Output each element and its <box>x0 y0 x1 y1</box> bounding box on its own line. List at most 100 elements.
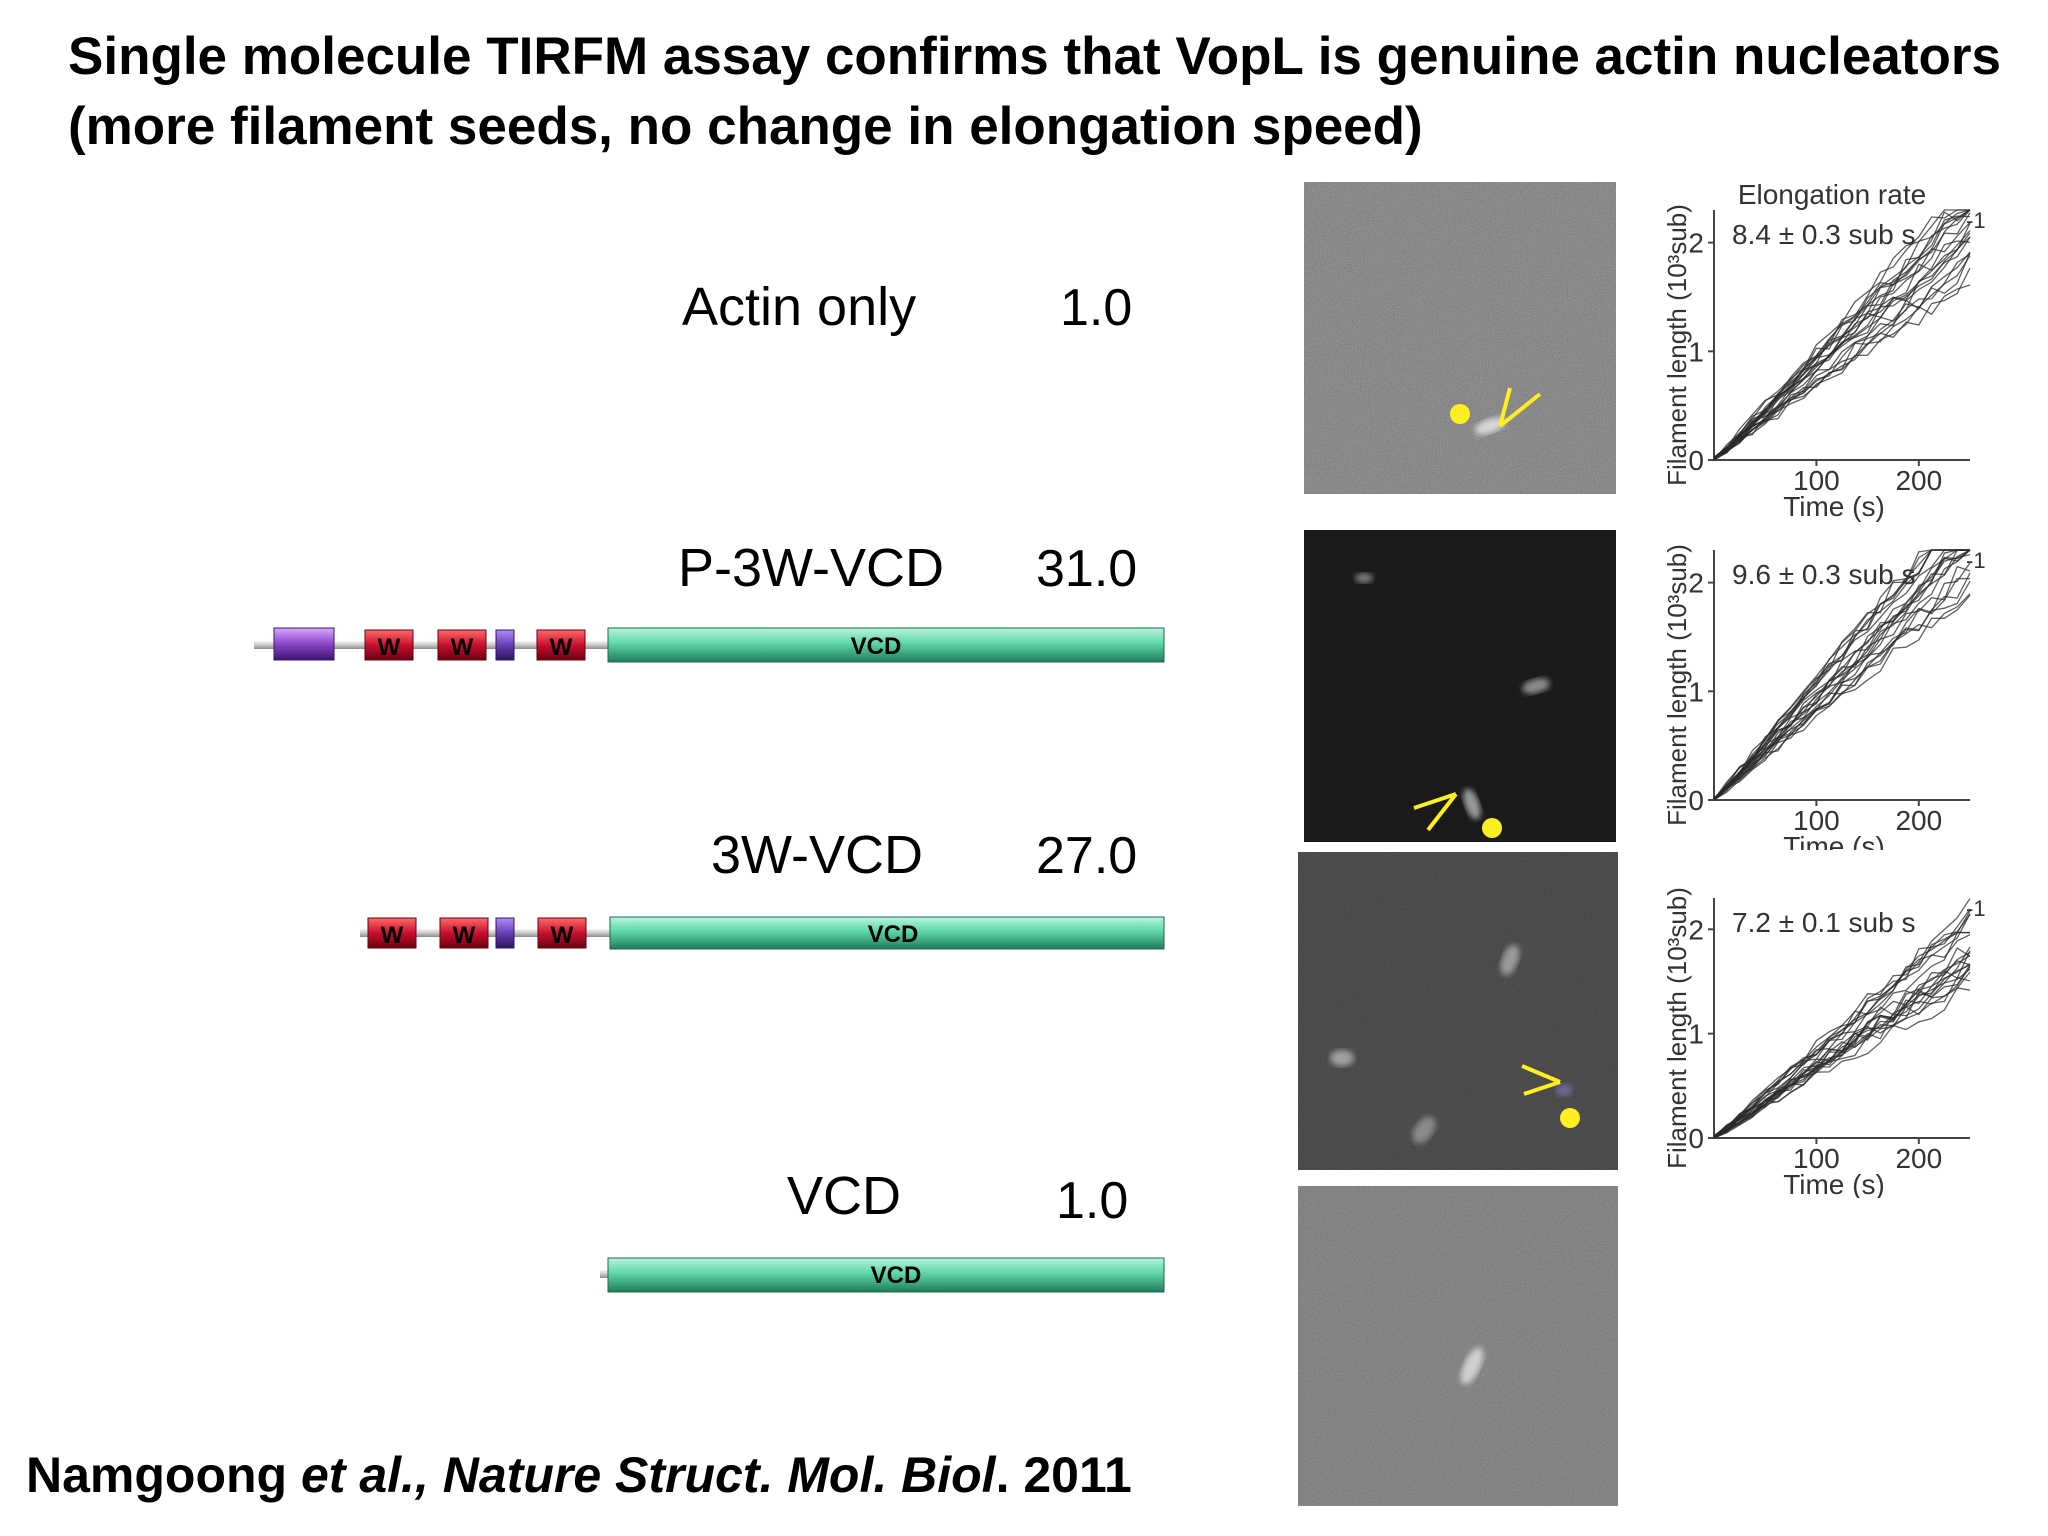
w-domain-1 <box>364 629 414 661</box>
condition-label-actin-only: Actin only <box>682 277 917 337</box>
x-tick-label: 200 <box>1895 465 1942 496</box>
y-tick-label: 0 <box>1688 1123 1704 1154</box>
yellow-dot-marker <box>1450 404 1470 424</box>
w-domain-1 <box>367 917 417 949</box>
yellow-arrow-marker <box>1498 387 1542 428</box>
x-tick-label: 100 <box>1793 1143 1840 1174</box>
filament-trace <box>1713 572 1971 800</box>
filament-trace <box>1713 931 1971 1139</box>
elongation-rate-label: 9.6 ± 0.3 sub s <box>1732 559 1915 590</box>
y-axis-label: Filament length (10³sub) <box>1662 887 1692 1169</box>
filament-trace <box>1713 593 1971 801</box>
elongation-rate-exponent: -1 <box>1966 896 1986 921</box>
y-tick-label: 0 <box>1688 785 1704 816</box>
condition-label-3w-vcd: 3W-VCD <box>711 825 924 885</box>
y-axis-label: Filament length (10³sub) <box>1662 544 1692 826</box>
construct-vcd: VCD <box>600 1257 1165 1293</box>
condition-value-actin-only: 1.0 <box>1060 279 1133 337</box>
plot-title: Elongation rate <box>1738 179 1926 210</box>
condition-label-vcd: VCD <box>787 1166 902 1226</box>
elongation-plot-actin-only: Elongation rate 0 1 2 100 200 Time (s) Filament… <box>1652 170 1992 540</box>
filament-trace <box>1713 252 1971 459</box>
citation: Namgoong et al., Nature Struct. Mol. Bio… <box>26 1446 1132 1504</box>
vcd-domain-label: VCD <box>868 921 919 948</box>
x-tick-label: 100 <box>1793 805 1840 836</box>
x-axis-label: Time (s) <box>1783 1169 1885 1198</box>
filament-trace <box>1713 951 1971 1139</box>
filament-trace <box>1713 565 1971 801</box>
citation-etal: et al., <box>301 1447 429 1503</box>
vcd-domain <box>607 627 1165 663</box>
x-tick-label: 100 <box>1793 465 1840 496</box>
tirfm-image-actin-only <box>1304 182 1616 494</box>
filament-trace <box>1713 964 1971 1139</box>
filament-trace <box>1713 209 1971 458</box>
x-tick-label: 200 <box>1895 805 1942 836</box>
filament-trace <box>1713 913 1971 1138</box>
filament-trace <box>1713 267 1971 461</box>
vcd-domain <box>609 916 1165 950</box>
tirfm-image-p3w-vcd <box>1304 530 1616 842</box>
tirfm-image-3w-vcd <box>1298 852 1618 1170</box>
citation-authors: Namgoong <box>26 1447 288 1503</box>
yellow-dot-marker <box>1482 818 1502 838</box>
vcd-domain-label: VCD <box>851 633 902 660</box>
elongation-rate-label: 8.4 ± 0.3 sub s <box>1732 219 1915 250</box>
filament-trace <box>1713 549 1970 800</box>
filament-trace <box>1713 284 1971 461</box>
filament-trace <box>1713 236 1971 461</box>
x-axis-label: Time (s) <box>1783 491 1885 522</box>
y-tick-label: 0 <box>1688 445 1704 476</box>
citation-year: . 2011 <box>995 1447 1132 1503</box>
filament-trace <box>1713 908 1971 1138</box>
w-domain-1-label: W <box>381 922 404 949</box>
vcd-domain-label: VCD <box>871 1262 922 1289</box>
filament-trace <box>1713 209 1970 461</box>
w-domain-1-label: W <box>378 634 401 661</box>
y-tick-label: 2 <box>1688 914 1704 945</box>
elongation-rate-exponent: -1 <box>1966 548 1986 573</box>
y-tick-label: 1 <box>1688 676 1704 707</box>
construct-p3w-vcd: W W W VCD <box>254 627 1165 663</box>
linker-domain <box>495 917 515 949</box>
w-domain-2-label: W <box>453 922 476 949</box>
y-axis-label: Filament length (10³sub) <box>1662 204 1692 486</box>
elongation-plot-p3w-vcd: 0 1 2 100 200 Time (s) Filament length (10³sub… <box>1652 520 1992 850</box>
filament-trace <box>1713 253 1971 461</box>
citation-journal: Nature Struct. Mol. Biol <box>442 1447 996 1503</box>
condition-value-p3w-vcd: 31.0 <box>1036 540 1138 598</box>
filament-trace <box>1713 209 1971 459</box>
filament-trace <box>1713 549 1970 801</box>
w-domain-2 <box>437 629 487 661</box>
condition-value-3w-vcd: 27.0 <box>1036 827 1138 885</box>
y-tick-label: 1 <box>1688 336 1704 367</box>
filament-trace <box>1713 549 1970 801</box>
x-tick-label: 200 <box>1895 1143 1942 1174</box>
w-domain-3-label: W <box>551 922 574 949</box>
elongation-rate-exponent: -1 <box>1966 208 1986 233</box>
vcd-domain <box>607 1257 1165 1293</box>
yellow-arrow-marker <box>1413 792 1458 832</box>
yellow-arrow-marker <box>1521 1064 1561 1096</box>
w-domain-2 <box>439 917 489 949</box>
backbone-line <box>254 641 614 649</box>
backbone-line <box>600 1270 612 1278</box>
filament-trace <box>1713 898 1971 1137</box>
filament-trace <box>1713 966 1971 1137</box>
elongation-rate-label: 7.2 ± 0.1 sub s <box>1732 907 1915 938</box>
condition-value-vcd: 1.0 <box>1056 1172 1129 1230</box>
proline-domain <box>273 627 335 661</box>
slide-title: Single molecule TIRFM assay confirms tha… <box>68 27 2001 156</box>
filament-trace <box>1713 549 1971 801</box>
filament-trace <box>1713 212 1971 461</box>
construct-3w-vcd: W W W VCD <box>360 916 1165 950</box>
w-domain-3 <box>536 629 586 661</box>
w-domain-3 <box>537 917 587 949</box>
condition-label-p3w-vcd: P-3W-VCD <box>678 538 945 598</box>
yellow-dot-marker <box>1560 1108 1580 1128</box>
filament-trace <box>1713 209 1970 461</box>
y-tick-label: 2 <box>1688 228 1704 259</box>
tirfm-image-vcd <box>1298 1186 1618 1506</box>
w-domain-2-label: W <box>451 634 474 661</box>
linker-domain <box>495 629 515 661</box>
